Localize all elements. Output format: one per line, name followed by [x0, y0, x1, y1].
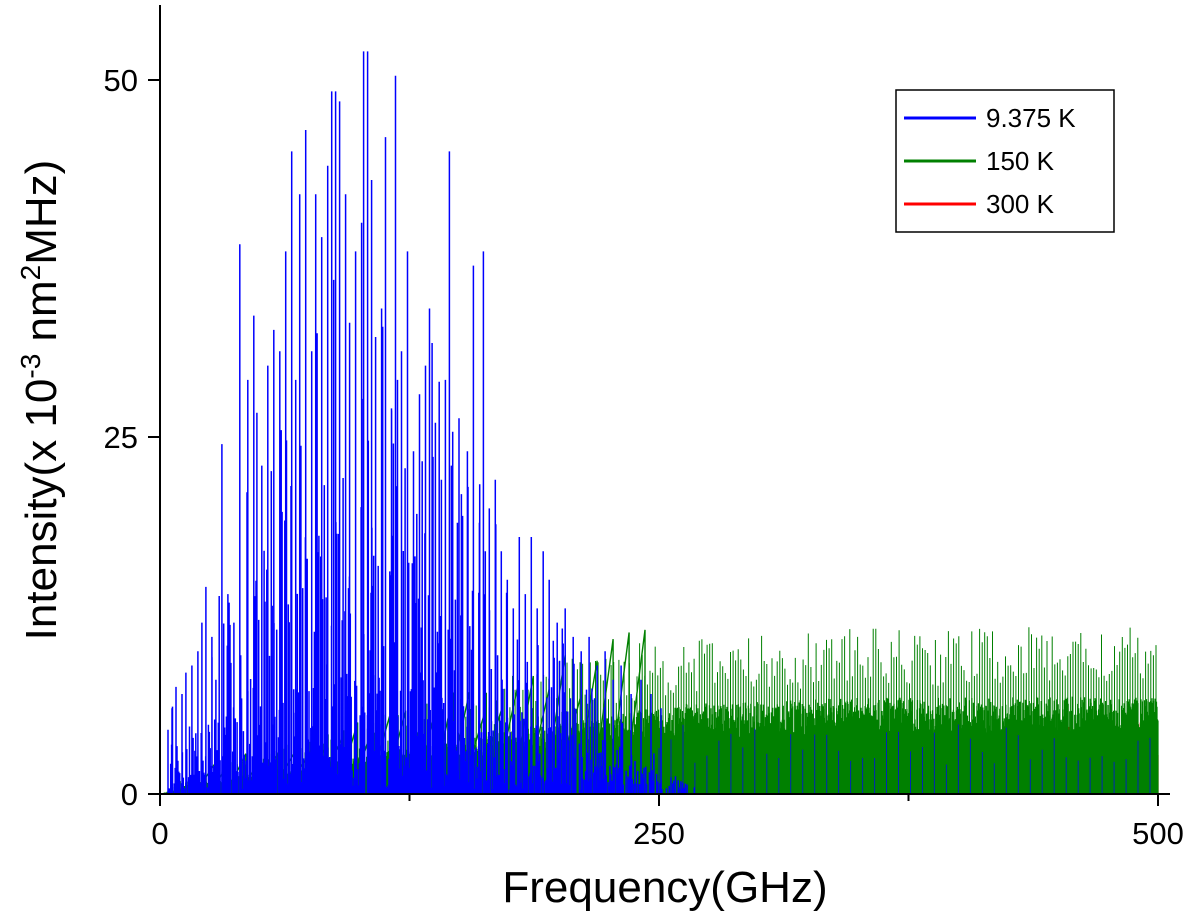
x-tick-label: 500: [1132, 816, 1184, 851]
x-tick-label: 0: [151, 816, 168, 851]
series-9375k-spikes: [167, 51, 696, 794]
legend-label: 300 K: [986, 189, 1055, 219]
legend-label: 9.375 K: [986, 103, 1076, 133]
y-axis-title-suffix: MHz): [17, 160, 66, 265]
y-axis-title: Intensity(x 10-3 nm2MHz): [15, 160, 66, 641]
y-tick-label: 0: [121, 777, 138, 812]
x-ticks: 0 250 500: [151, 794, 1184, 851]
legend-label: 150 K: [986, 146, 1055, 176]
y-axis-title-exp1: -3: [15, 354, 46, 379]
x-tick-label: 250: [633, 816, 685, 851]
plot-area: [163, 51, 1159, 794]
series-9375k-tail: [658, 724, 1151, 794]
series-9375k: [167, 51, 1151, 794]
y-axis-title-mid: nm: [17, 280, 66, 353]
y-tick-label: 25: [104, 420, 138, 455]
y-axis-title-prefix: Intensity(x 10: [17, 379, 66, 641]
y-ticks: 0 25 50: [104, 63, 160, 812]
x-axis-title: Frequency(GHz): [502, 863, 827, 912]
legend: 9.375 K 150 K 300 K: [895, 89, 1115, 233]
axes: 0 250 500 0 25 50: [104, 5, 1184, 851]
y-axis-title-exp2: 2: [15, 265, 46, 281]
y-tick-label: 50: [104, 63, 138, 98]
